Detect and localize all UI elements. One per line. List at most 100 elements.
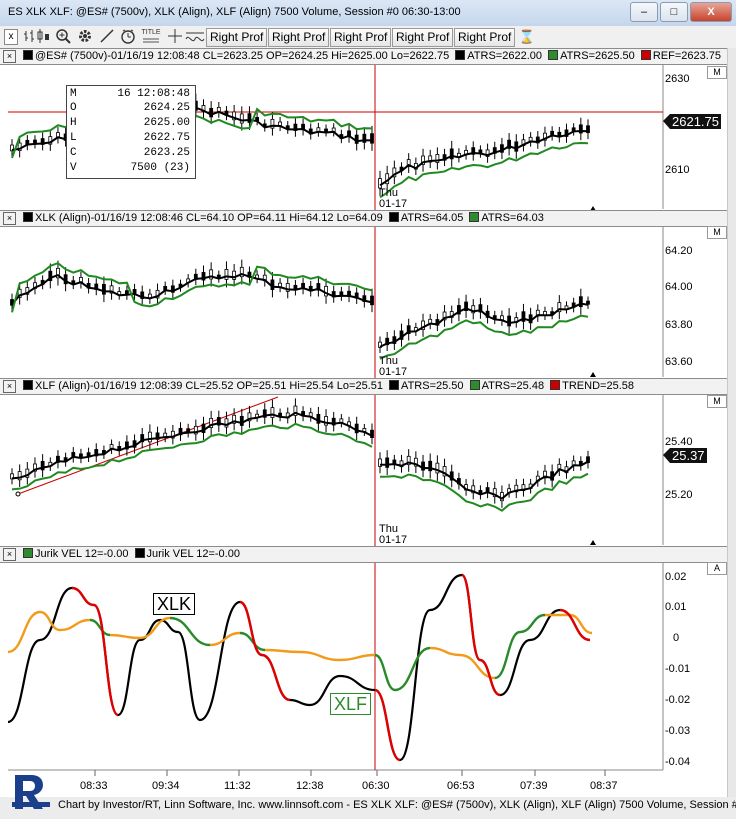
candle-body	[209, 418, 214, 428]
jurik-vel-colored-segment	[429, 646, 461, 657]
panel-es-m-button[interactable]: M	[707, 66, 727, 79]
candle-body	[324, 285, 328, 297]
candle-body	[224, 269, 229, 280]
time-label-0934: 09:34	[152, 780, 180, 792]
panel-xlf-trend: TREND=25.58	[562, 380, 634, 392]
clock-icon[interactable]	[119, 28, 137, 46]
right-profile-button-3[interactable]: Right Prof	[330, 28, 392, 47]
atrs-black-line-2	[379, 302, 589, 348]
jurik-vel-colored-segment	[264, 648, 301, 654]
candle-body	[209, 269, 214, 280]
candle-body	[421, 320, 425, 331]
panel-jurik-scale-m004: -0.04	[665, 756, 691, 768]
panel-es-header: × @ES# (7500v)-01/16/19 12:08:48 CL=2623…	[0, 48, 727, 65]
close-button[interactable]: X	[690, 2, 732, 22]
candle-body	[316, 283, 321, 291]
right-profile-button-5[interactable]: Right Prof	[454, 28, 516, 47]
ohlc-data-window: M 16 12:08:48 O 2624.25 H 2625.00 L 2622.75 …	[66, 85, 196, 179]
panel-xlk-atrs-black: ATRS=64.05	[400, 212, 464, 224]
candlestick-icon[interactable]	[34, 28, 52, 46]
candle-body	[557, 302, 562, 313]
minimize-button[interactable]: –	[630, 2, 658, 22]
panel-xlk-scale-6380: 63.80	[665, 319, 693, 331]
panel-es-header-text: @ES# (7500v)-01/16/19 12:08:48 CL=2623.2…	[20, 50, 721, 62]
callout-xlk: XLK	[153, 593, 196, 615]
candle-body	[232, 414, 237, 424]
candle-body	[456, 305, 461, 315]
candle-body	[428, 155, 433, 163]
time-label-0833: 08:33	[80, 780, 108, 792]
bar-chart-icon[interactable]	[22, 28, 40, 46]
ohlc-row-m: M 16 12:08:48	[70, 88, 190, 100]
ohlc-row-l: L 2622.75	[70, 132, 190, 144]
toolbar-close-icon[interactable]: x	[4, 29, 18, 45]
draw-line-icon[interactable]	[98, 28, 116, 46]
candle-body	[48, 270, 53, 282]
right-profile-button-4[interactable]: Right Prof	[392, 28, 454, 47]
jurik-vel-colored-segment	[139, 616, 171, 640]
right-profile-button-1[interactable]: Right Prof	[206, 28, 268, 47]
panel-es-day-label: Thu 01-17	[379, 187, 408, 210]
candle-body	[385, 337, 390, 346]
candle-body	[370, 133, 374, 144]
candle-body	[293, 123, 298, 131]
atrs-black-line-1	[379, 129, 589, 187]
candle-body	[124, 441, 129, 450]
crosshair-icon[interactable]	[166, 28, 184, 46]
candle-body	[435, 154, 440, 163]
maximize-button[interactable]: □	[660, 2, 688, 22]
gear-icon[interactable]	[76, 28, 94, 46]
panel-xlk-close-icon[interactable]: ×	[3, 212, 16, 225]
measure-icon[interactable]	[184, 28, 206, 46]
jurik-vel-colored-segment	[239, 631, 266, 652]
candle-body	[247, 113, 252, 123]
panel-jurik-scale-002: 0.02	[665, 571, 687, 583]
jurik-vel-colored-segment	[89, 618, 111, 637]
jurik-vel-colored-segment	[374, 653, 396, 692]
zoom-icon[interactable]	[54, 28, 72, 46]
hourglass-icon[interactable]: ⌛	[518, 29, 536, 44]
candle-body	[442, 311, 447, 321]
candle-body	[378, 458, 382, 467]
panel-jurik-scale-m003: -0.03	[665, 725, 691, 737]
right-profile-button-2[interactable]: Right Prof	[268, 28, 330, 47]
panel-xlf-close-icon[interactable]: ×	[3, 380, 16, 393]
candle-body	[507, 315, 512, 327]
panel-es-atrs-black: ATRS=2622.00	[467, 50, 542, 62]
panel-jurik-header-text: Jurik VEL 12=-0.00 Jurik VEL 12=-0.00	[20, 548, 240, 560]
panel-xlf-atrs-black: ATRS=25.50	[401, 380, 464, 392]
candle-body	[209, 107, 214, 118]
jurik-vel-red-segment	[460, 573, 501, 697]
panel-xlk-scale-6420: 64.20	[665, 245, 693, 257]
time-label-0739: 07:39	[520, 780, 548, 792]
candle-body	[449, 148, 454, 160]
panel-xlk-header: × XLK (Align)-01/16/19 12:08:46 CL=64.10…	[0, 210, 727, 227]
window-right-edge	[727, 48, 736, 797]
atrs-black-line-2	[11, 272, 373, 306]
panel-jurik-header: × Jurik VEL 12=-0.00 Jurik VEL 12=-0.00	[0, 546, 727, 563]
candle-body	[370, 429, 374, 438]
title-icon-text: TITLE	[141, 29, 161, 36]
panel-xlf-header: × XLF (Align)-01/16/19 12:08:39 CL=25.52…	[0, 378, 727, 395]
callout-xlf: XLF	[330, 693, 372, 715]
title-icon[interactable]: TITLE	[141, 28, 161, 46]
panel-plot-area-3	[8, 562, 663, 770]
panel-jurik-a-button[interactable]: A	[707, 562, 727, 575]
candle-body	[586, 125, 590, 134]
panel-xlf-scale-2520: 25.20	[665, 489, 693, 501]
candle-body	[239, 113, 244, 124]
status-bar: Chart by Investor/RT, Linn Software, Inc…	[0, 797, 736, 819]
candle-body	[378, 341, 382, 348]
panel-es-current-price: 2621.75	[663, 114, 721, 129]
candle-body	[140, 291, 145, 299]
panel-xlf-atrs-green: ATRS=25.48	[481, 380, 545, 392]
panel-xlk-m-button[interactable]: M	[707, 226, 727, 239]
panel-xlf-header-text: XLF (Align)-01/16/19 12:08:39 CL=25.52 O…	[20, 380, 634, 392]
candle-body	[147, 431, 152, 443]
panel-xlf-scale-2540: 25.40	[665, 436, 693, 448]
panel-xlf-m-button[interactable]: M	[707, 395, 727, 408]
candle-body	[507, 139, 512, 149]
candle-body	[331, 417, 336, 426]
panel-jurik-close-icon[interactable]: ×	[3, 548, 16, 561]
panel-es-close-icon[interactable]: ×	[3, 50, 16, 63]
